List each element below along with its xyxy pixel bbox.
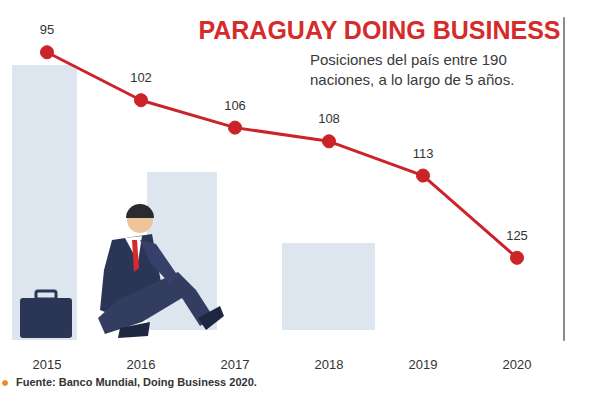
svg-text:108: 108 <box>318 111 340 126</box>
svg-text:102: 102 <box>130 70 152 85</box>
svg-text:2016: 2016 <box>127 357 156 372</box>
svg-text:95: 95 <box>40 22 54 37</box>
svg-text:Fuente: Banco Mundial, Doing B: Fuente: Banco Mundial, Doing Business 20… <box>16 376 257 388</box>
svg-text:Posiciones del país entre 190: Posiciones del país entre 190 <box>310 51 511 68</box>
svg-text:113: 113 <box>413 146 434 161</box>
svg-text:106: 106 <box>224 98 246 113</box>
svg-text:2017: 2017 <box>221 357 250 372</box>
svg-text:PARAGUAY DOING BUSINESS: PARAGUAY DOING BUSINESS <box>198 16 560 44</box>
svg-text:2018: 2018 <box>315 357 344 372</box>
svg-text:2019: 2019 <box>409 357 438 372</box>
svg-text:2015: 2015 <box>33 357 62 372</box>
svg-text:naciones, a lo largo de 5 años: naciones, a lo largo de 5 años. <box>310 71 514 88</box>
svg-text:125: 125 <box>506 228 528 243</box>
svg-text:2020: 2020 <box>503 357 532 372</box>
